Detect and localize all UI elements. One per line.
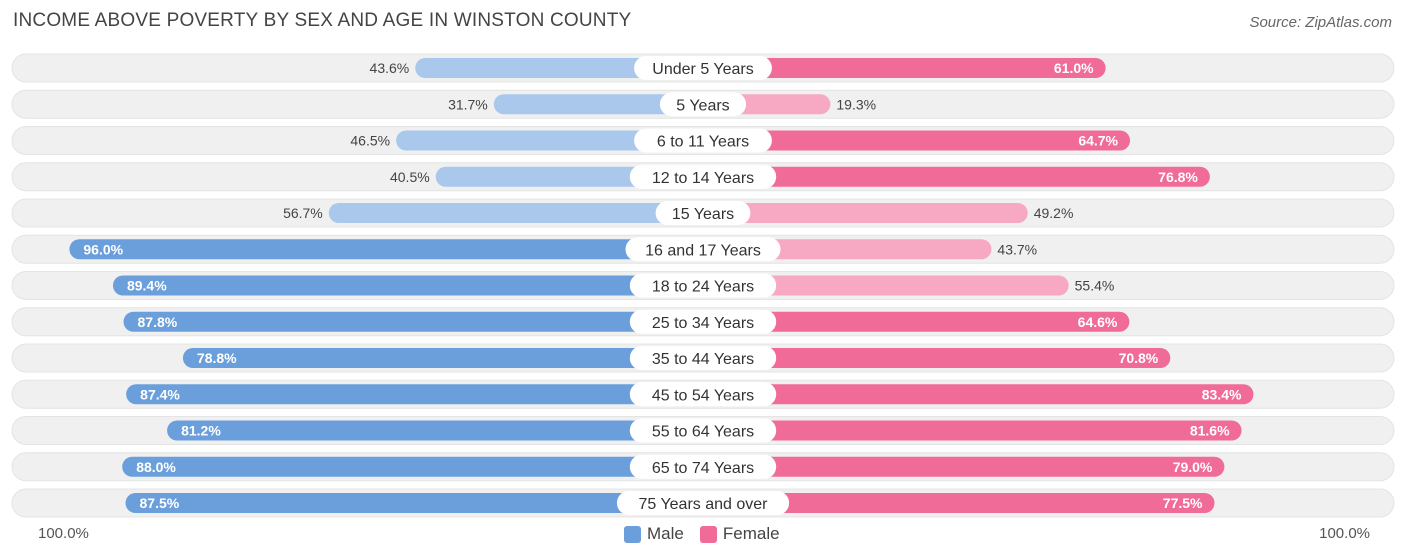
legend-item-male: Male: [624, 524, 684, 544]
male-value-label: 31.7%: [448, 96, 488, 112]
category-pill: [629, 454, 777, 479]
category-pill: [629, 273, 777, 298]
female-value-label: 83.4%: [1202, 386, 1242, 402]
female-bar: [703, 420, 1242, 441]
category-label: 5 Years: [676, 97, 729, 114]
category-label: 12 to 14 Years: [652, 170, 754, 187]
male-value-label: 88.0%: [136, 459, 176, 475]
female-value-label: 19.3%: [836, 96, 876, 112]
legend-swatch-male: [624, 525, 641, 543]
category-pill: [655, 201, 751, 225]
male-value-label: 89.4%: [127, 278, 167, 294]
legend-label-female: Female: [722, 524, 780, 543]
male-bar: [415, 58, 703, 78]
axis-right-label: 100.0%: [1319, 525, 1370, 542]
category-pill: [629, 418, 777, 443]
category-label: 45 to 54 Years: [652, 387, 754, 404]
category-label: 35 to 44 Years: [652, 351, 754, 368]
male-bar: [69, 239, 703, 260]
category-pill: [629, 309, 777, 334]
female-bar: [703, 311, 1130, 332]
category-label: 15 Years: [672, 206, 734, 223]
category-label: 65 to 74 Years: [652, 460, 754, 477]
chart-svg: 43.6% 61.0% Under 5 Years 31.7% 19.3% 5 Years…: [11, 53, 1395, 518]
male-bar: [123, 311, 703, 332]
category-label: 75 Years and over: [639, 496, 769, 513]
male-bar: [396, 130, 703, 151]
category-pill: [629, 346, 777, 370]
male-value-label: 43.6%: [370, 60, 410, 76]
female-bar: [703, 130, 1131, 151]
male-bar: [182, 348, 704, 368]
category-pill: [625, 237, 781, 262]
female-value-label: 76.8%: [1158, 169, 1198, 185]
male-value-label: 87.5%: [140, 495, 180, 511]
category-pill: [629, 164, 777, 189]
category-pill: [659, 92, 747, 117]
male-value-label: 81.2%: [181, 423, 221, 439]
male-value-label: 96.0%: [83, 241, 123, 257]
male-bar: [125, 493, 703, 513]
source-label: Source: ZipAtlas.com: [1249, 14, 1392, 31]
category-label: 25 to 34 Years: [652, 315, 754, 332]
chart-title: INCOME ABOVE POVERTY BY SEX AND AGE IN W…: [13, 10, 632, 31]
female-value-label: 64.7%: [1078, 133, 1118, 149]
male-bar: [328, 203, 703, 223]
female-bar: [703, 384, 1254, 405]
female-bar: [703, 493, 1215, 513]
female-bar: [703, 203, 1028, 223]
category-pill: [634, 128, 772, 153]
category-pill: [634, 56, 772, 80]
male-value-label: 40.5%: [390, 169, 430, 185]
female-value-label: 77.5%: [1163, 495, 1203, 511]
legend-swatch-female: [699, 525, 717, 543]
female-bar: [703, 58, 1106, 78]
male-bar: [493, 94, 703, 115]
female-bar: [703, 275, 1069, 296]
male-value-label: 87.4%: [140, 386, 180, 402]
category-label: Under 5 Years: [652, 61, 753, 78]
female-value-label: 55.4%: [1075, 278, 1115, 294]
female-value-label: 49.2%: [1034, 205, 1074, 221]
male-bar: [167, 420, 703, 441]
female-value-label: 61.0%: [1054, 60, 1094, 76]
male-bar: [126, 384, 703, 405]
female-value-label: 64.6%: [1078, 314, 1118, 330]
male-value-label: 87.8%: [138, 314, 178, 330]
female-bar: [703, 456, 1225, 477]
legend-label-male: Male: [647, 524, 684, 543]
axis-left-label: 100.0%: [38, 525, 89, 542]
legend: Male Female: [624, 524, 796, 544]
female-bar: [703, 166, 1210, 187]
male-bar: [122, 456, 703, 477]
female-value-label: 81.6%: [1190, 423, 1230, 439]
category-label: 6 to 11 Years: [657, 134, 749, 151]
female-value-label: 70.8%: [1119, 350, 1159, 366]
male-value-label: 78.8%: [197, 350, 237, 366]
legend-item-female: Female: [699, 524, 780, 544]
category-label: 55 to 64 Years: [652, 424, 754, 441]
category-pill: [616, 491, 790, 515]
female-value-label: 43.7%: [997, 241, 1037, 257]
male-bar: [112, 275, 703, 296]
male-value-label: 46.5%: [350, 133, 390, 149]
category-label: 18 to 24 Years: [652, 279, 754, 296]
male-value-label: 56.7%: [283, 205, 323, 221]
female-value-label: 79.0%: [1173, 459, 1213, 475]
category-pill: [629, 382, 777, 407]
category-label: 16 and 17 Years: [645, 242, 761, 259]
female-bar: [703, 348, 1171, 368]
